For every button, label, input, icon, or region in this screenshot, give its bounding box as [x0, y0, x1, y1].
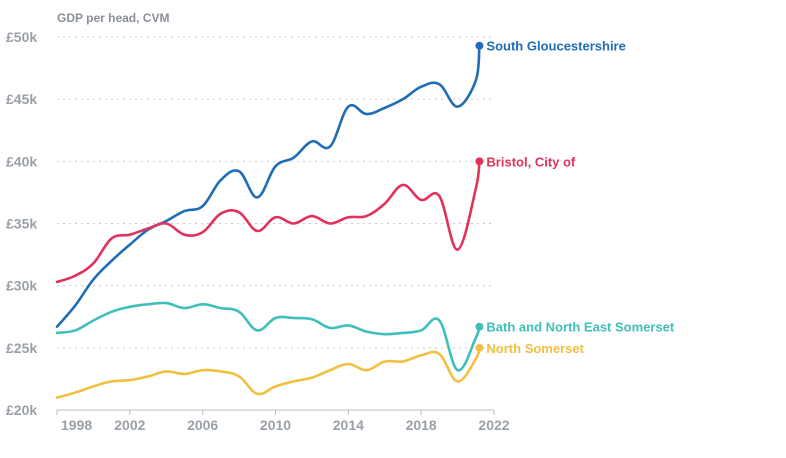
series-line-bath-and-north-east-somerset	[55, 301, 481, 372]
series-end-dot-north-somerset	[475, 343, 484, 352]
series-labels: South Gloucestershire Bristol, City of Bat…	[486, 39, 674, 356]
x-tick-label: 2006	[187, 417, 218, 433]
x-tick-label: 2002	[114, 417, 145, 433]
series-end-dot-bath-and-north-east-somerset	[475, 322, 484, 331]
x-tick-label: 1998	[61, 417, 92, 433]
x-tick-label: 2014	[333, 417, 364, 433]
y-tick-label: £20k	[6, 402, 37, 418]
y-tick-label: £25k	[6, 340, 37, 356]
y-tick-label: £35k	[6, 216, 37, 232]
series-lines	[55, 41, 484, 399]
y-axis-ticks: £20k £25k £30k £35k £40k £45k £50k	[6, 29, 37, 418]
series-end-dot-bristol-city-of	[475, 157, 484, 166]
y-axis-label: GDP per head, CVM	[57, 11, 169, 25]
x-tick-label: 2022	[478, 417, 509, 433]
series-label-north-somerset: North Somerset	[486, 341, 584, 356]
x-tick-label: 2018	[406, 417, 437, 433]
series-label-south-gloucestershire: South Gloucestershire	[486, 39, 625, 54]
series-end-dot-south-gloucestershire	[475, 41, 484, 50]
y-tick-label: £50k	[6, 29, 37, 45]
gridlines	[57, 36, 494, 349]
series-label-bristol-city-of: Bristol, City of	[486, 154, 576, 169]
y-tick-label: £40k	[6, 153, 37, 169]
series-line-north-somerset	[55, 346, 481, 399]
x-axis-ticks: 1998 2002 2006 2010 2014 2018 2022	[56, 410, 510, 433]
series-line-south-gloucestershire	[55, 44, 481, 328]
series-line-bristol-city-of	[55, 160, 481, 284]
series-label-bath-and-north-east-somerset: Bath and North East Somerset	[486, 320, 674, 335]
y-tick-label: £30k	[6, 278, 37, 294]
y-tick-label: £45k	[6, 91, 37, 107]
x-tick-label: 2010	[260, 417, 291, 433]
